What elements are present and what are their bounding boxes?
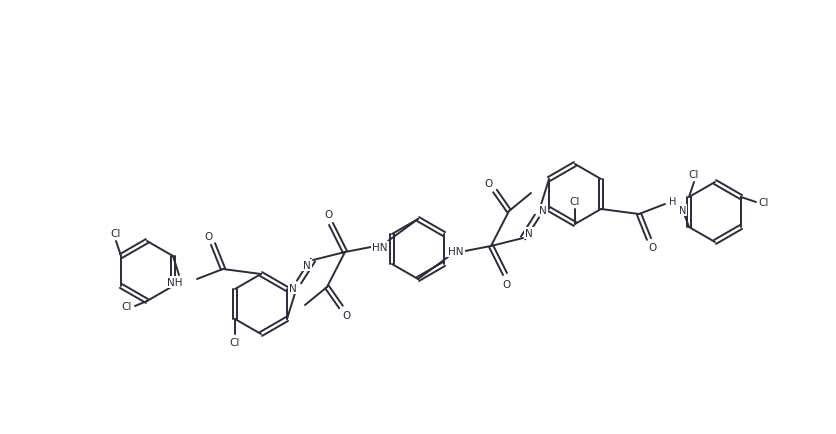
Text: O: O (324, 210, 333, 220)
Text: Cl: Cl (569, 197, 579, 207)
Text: O: O (484, 178, 492, 188)
Text: O: O (343, 310, 351, 320)
Text: O: O (502, 279, 511, 289)
Text: Cl: Cl (758, 197, 768, 207)
Text: N: N (538, 206, 546, 216)
Text: N: N (303, 260, 310, 270)
Text: N: N (288, 283, 297, 293)
Text: N: N (678, 206, 686, 216)
Text: HN: HN (448, 247, 463, 256)
Text: Cl: Cl (110, 228, 121, 238)
Text: Cl: Cl (122, 301, 132, 311)
Text: O: O (648, 243, 656, 253)
Text: O: O (205, 231, 213, 241)
Text: Cl: Cl (230, 337, 240, 347)
Text: NH: NH (167, 277, 183, 287)
Text: N: N (524, 228, 533, 238)
Text: H: H (669, 197, 675, 207)
Text: Cl: Cl (688, 170, 698, 180)
Text: HN: HN (372, 243, 387, 253)
